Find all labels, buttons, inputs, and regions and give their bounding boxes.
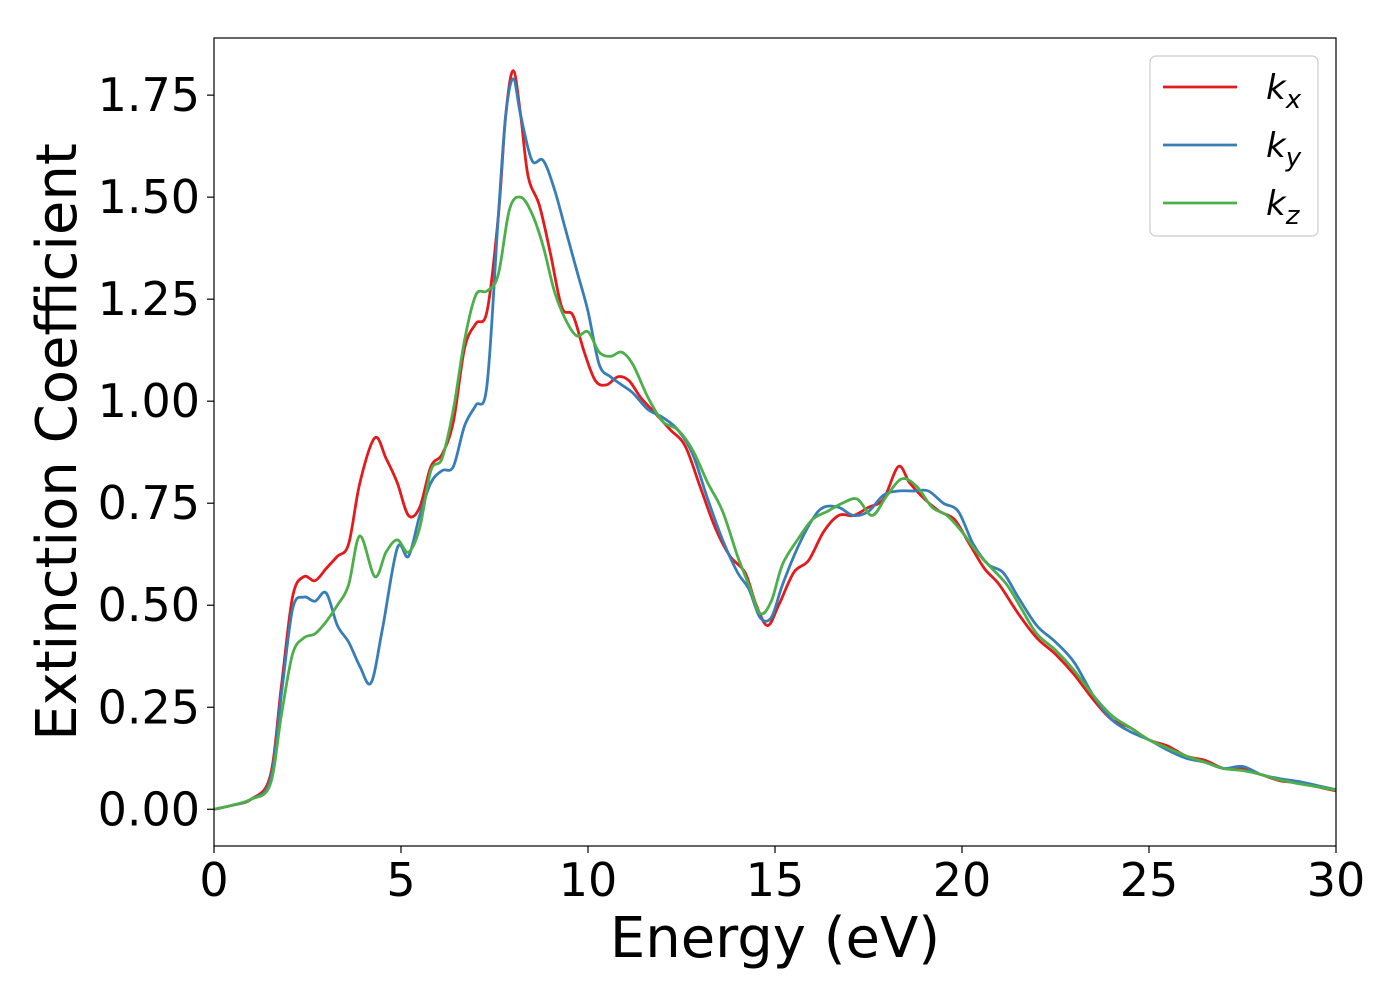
y-axis-title: Extinction Coefficient bbox=[25, 143, 90, 741]
y-axis-ticks: 0.00 0.25 0.50 0.75 1.00 1.25 1.50 1.75 bbox=[98, 68, 214, 836]
x-tick-label: 10 bbox=[559, 853, 618, 907]
y-tick-label: 1.75 bbox=[98, 68, 200, 122]
legend-label-z: kz bbox=[1266, 184, 1301, 231]
legend-label-x: kx bbox=[1266, 68, 1302, 115]
x-tick-label: 25 bbox=[1120, 853, 1179, 907]
x-axis-title: Energy (eV) bbox=[610, 906, 940, 971]
y-tick-label: 1.25 bbox=[98, 272, 200, 326]
legend-label-y: ky bbox=[1266, 126, 1302, 173]
y-tick-label: 1.00 bbox=[98, 374, 200, 428]
y-tick-label: 0.00 bbox=[98, 782, 200, 836]
axes-frame bbox=[213, 37, 1337, 847]
plot-area bbox=[214, 69, 1336, 811]
legend: kx ky kz bbox=[1149, 55, 1319, 237]
y-tick-label: 0.25 bbox=[98, 680, 200, 734]
x-axis-ticks: 0 5 10 15 20 25 30 bbox=[199, 846, 1365, 907]
x-tick-label: 30 bbox=[1307, 853, 1366, 907]
x-tick-label: 15 bbox=[746, 853, 805, 907]
series-line-x bbox=[214, 69, 1336, 811]
y-tick-label: 0.50 bbox=[98, 578, 200, 632]
x-tick-label: 0 bbox=[199, 853, 228, 907]
x-tick-label: 5 bbox=[386, 853, 415, 907]
x-tick-label: 20 bbox=[933, 853, 992, 907]
series-line-z bbox=[214, 195, 1336, 811]
y-tick-label: 1.50 bbox=[98, 170, 200, 224]
y-tick-label: 0.75 bbox=[98, 476, 200, 530]
